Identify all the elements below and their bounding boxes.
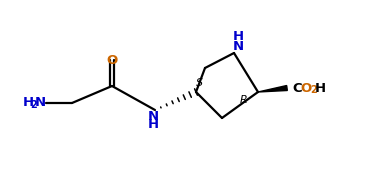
- Text: S: S: [196, 78, 204, 88]
- Text: C: C: [292, 81, 302, 94]
- Text: N: N: [148, 110, 159, 122]
- Polygon shape: [258, 85, 287, 92]
- Text: H: H: [314, 81, 325, 94]
- Text: 2: 2: [31, 100, 37, 110]
- Text: O: O: [300, 81, 312, 94]
- Text: N: N: [34, 97, 45, 110]
- Text: H: H: [232, 30, 244, 43]
- Text: O: O: [106, 53, 118, 66]
- Text: N: N: [232, 39, 244, 52]
- Text: 2: 2: [311, 85, 317, 95]
- Text: H: H: [148, 117, 159, 130]
- Text: H: H: [23, 97, 34, 110]
- Text: R: R: [240, 95, 248, 105]
